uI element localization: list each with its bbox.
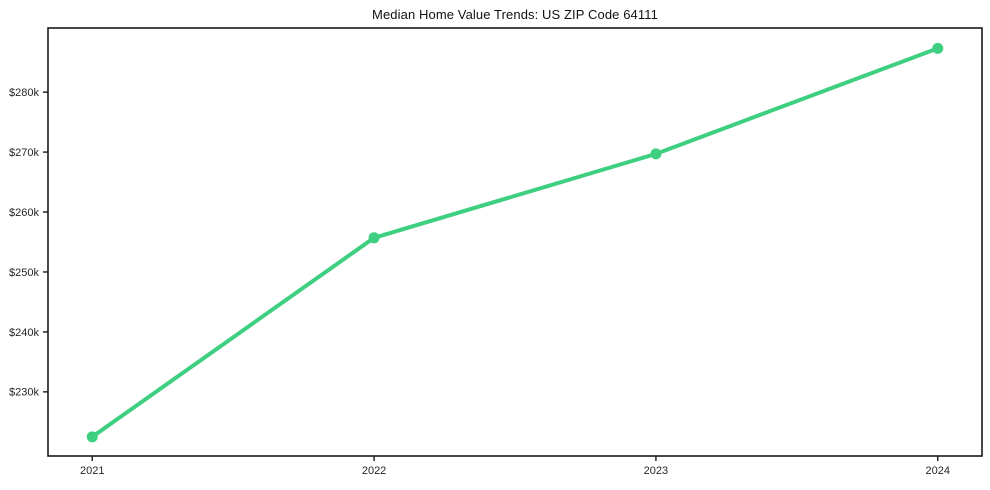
plot-area-border (47, 27, 983, 457)
y-tick-label: $250k (9, 267, 39, 279)
y-tick-label: $240k (9, 327, 39, 339)
trend-line (90, 46, 940, 439)
x-tick-label: 2023 (644, 465, 668, 477)
x-tick-label: 2024 (926, 465, 950, 477)
y-tick-label: $270k (9, 147, 39, 159)
data-point-2022 (368, 232, 380, 244)
y-tick-label: $280k (9, 87, 39, 99)
x-tick-label: 2022 (362, 465, 386, 477)
data-point-2021 (86, 431, 98, 443)
chart-title: Median Home Value Trends: US ZIP Code 64… (372, 7, 658, 22)
y-tick-label: $230k (9, 387, 39, 399)
data-point-2023 (650, 148, 662, 160)
x-tick-label: 2021 (80, 465, 104, 477)
y-tick-label: $260k (9, 207, 39, 219)
data-point-2024 (932, 42, 944, 54)
